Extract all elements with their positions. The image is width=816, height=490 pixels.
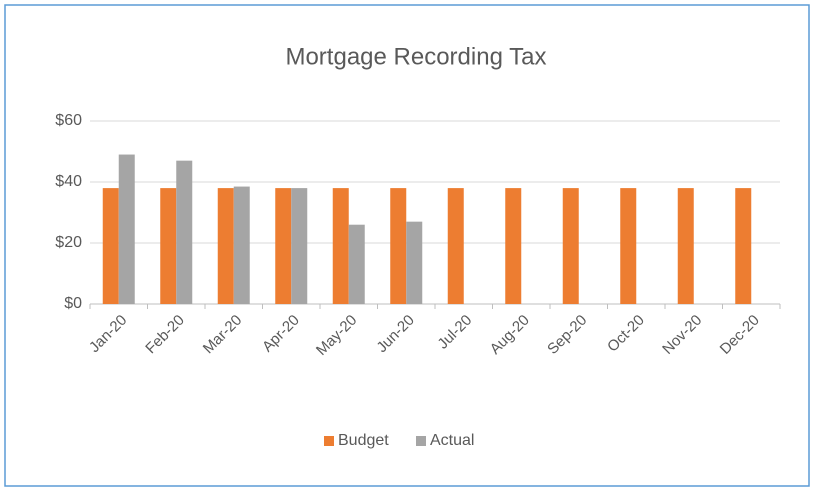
bar xyxy=(233,186,250,304)
y-tick-label: $40 xyxy=(55,173,82,190)
bar xyxy=(677,188,694,304)
bar xyxy=(390,188,407,304)
bar xyxy=(505,188,522,304)
bar xyxy=(406,221,423,304)
legend-label: Budget xyxy=(338,432,389,449)
bar xyxy=(332,188,349,304)
bar xyxy=(447,188,464,304)
legend-swatch xyxy=(416,436,426,446)
y-tick-label: $0 xyxy=(64,295,82,312)
bar xyxy=(102,188,119,304)
bar xyxy=(160,188,177,304)
bar xyxy=(217,188,234,304)
bar xyxy=(735,188,752,304)
legend-label: Actual xyxy=(430,432,474,449)
bar xyxy=(176,160,193,304)
bar xyxy=(275,188,292,304)
chart-title: Mortgage Recording Tax xyxy=(285,43,546,70)
bar xyxy=(562,188,579,304)
bar xyxy=(118,154,135,304)
bar xyxy=(291,188,308,304)
y-tick-label: $60 xyxy=(55,112,82,129)
legend-swatch xyxy=(324,436,334,446)
bar xyxy=(348,224,365,304)
y-tick-label: $20 xyxy=(55,234,82,251)
bar xyxy=(620,188,637,304)
